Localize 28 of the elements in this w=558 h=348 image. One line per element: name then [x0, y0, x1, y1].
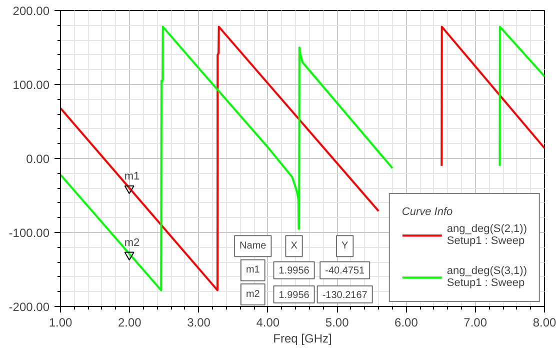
annotation: -40.4751	[325, 266, 366, 277]
x-tick-label: 8.00	[532, 316, 557, 330]
x-tick-label: 4.00	[256, 316, 280, 330]
legend-label: ang_deg(S(3,1)) Setup1 : Sweep	[446, 265, 527, 289]
y-tick-label: -200.00	[8, 300, 50, 314]
y-tick-label: -100.00	[8, 226, 50, 240]
y-tick-label: 200.00	[12, 4, 50, 18]
legend-title: Curve Info	[402, 206, 454, 218]
annotation: 1.9956	[278, 290, 310, 301]
x-tick-label: 2.00	[118, 316, 142, 330]
x-tick-label: 5.00	[325, 316, 350, 330]
annotation: Y	[342, 240, 349, 252]
x-tick-label: 1.00	[48, 316, 73, 330]
x-tick-label: 7.00	[464, 316, 488, 330]
x-tick-label: 3.00	[187, 316, 211, 330]
annotation: m2	[124, 236, 140, 249]
y-tick-label: 100.00	[12, 78, 50, 92]
annotation: m1	[124, 170, 140, 182]
legend-label: ang_deg(S(2,1)) Setup1 : Sweep	[446, 223, 527, 247]
x-axis-title: Freq [GHz]	[273, 332, 332, 346]
y-tick-label: 0.00	[26, 152, 50, 166]
annotation: Name	[240, 240, 267, 252]
annotation: m2	[246, 288, 260, 300]
annotation: -130.2167	[322, 290, 368, 301]
x-tick-label: 6.00	[394, 316, 418, 330]
annotation: 1.9956	[278, 266, 310, 277]
annotation: m1	[246, 264, 260, 276]
annotation: X	[290, 240, 298, 252]
